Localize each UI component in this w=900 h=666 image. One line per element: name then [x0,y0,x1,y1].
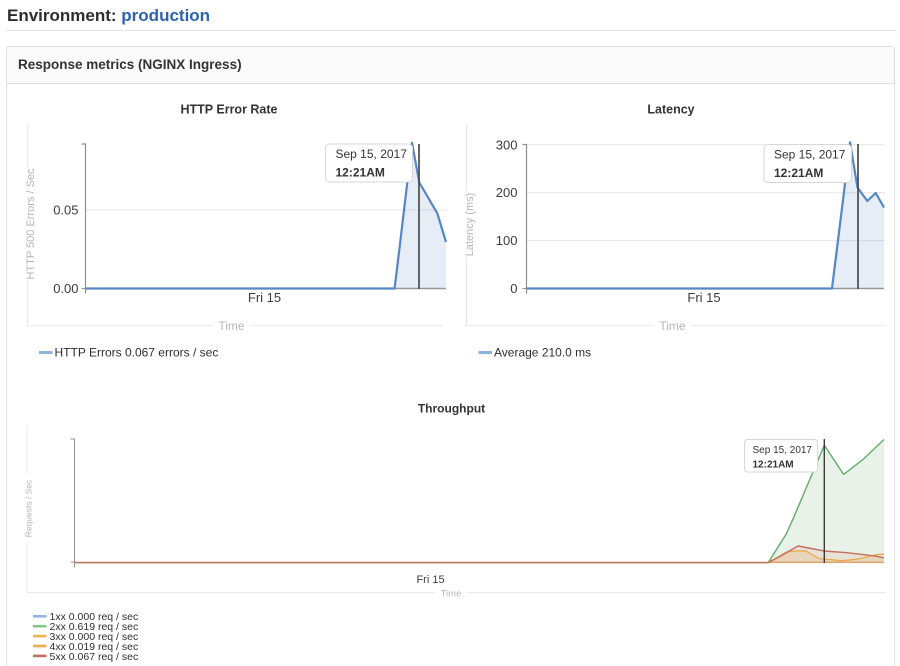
svg-text:Requests / Sec: Requests / Sec [24,479,34,537]
svg-text:HTTP Errors 0.067 errors / sec: HTTP Errors 0.067 errors / sec [55,346,219,360]
svg-text:Time: Time [441,589,462,600]
svg-text:300: 300 [496,137,518,152]
svg-text:Sep 15, 2017: Sep 15, 2017 [753,445,813,456]
svg-text:0.05: 0.05 [53,203,78,218]
svg-text:12:21AM: 12:21AM [774,166,823,180]
svg-text:3xx 0.000 req / sec: 3xx 0.000 req / sec [50,631,139,643]
svg-text:Average 210.0 ms: Average 210.0 ms [494,346,591,360]
svg-text:5xx 0.067 req / sec: 5xx 0.067 req / sec [50,651,139,663]
svg-text:Time: Time [218,319,245,333]
svg-text:Fri 15: Fri 15 [416,574,444,586]
svg-text:Sep 15, 2017: Sep 15, 2017 [774,148,846,162]
svg-text:12:21AM: 12:21AM [753,460,794,471]
svg-text:Fri 15: Fri 15 [687,290,720,305]
svg-text:Sep 15, 2017: Sep 15, 2017 [336,147,408,161]
svg-text:HTTP 500 Errors / Sec: HTTP 500 Errors / Sec [25,168,37,280]
svg-text:1xx 0.000 req / sec: 1xx 0.000 req / sec [50,611,139,623]
svg-text:Throughput: Throughput [418,402,485,416]
svg-text:Fri 15: Fri 15 [248,290,281,305]
svg-text:12:21AM: 12:21AM [336,166,385,180]
svg-text:100: 100 [496,233,518,248]
svg-text:0.00: 0.00 [53,281,78,296]
svg-text:Latency (ms): Latency (ms) [464,193,476,257]
svg-text:4xx 0.019 req / sec: 4xx 0.019 req / sec [50,641,139,653]
svg-text:0: 0 [510,281,517,296]
svg-text:200: 200 [496,185,518,200]
svg-text:2xx 0.619 req / sec: 2xx 0.619 req / sec [50,621,139,633]
svg-text:Time: Time [659,319,686,333]
svg-text:Latency: Latency [647,103,694,117]
svg-text:HTTP Error Rate: HTTP Error Rate [180,103,277,117]
